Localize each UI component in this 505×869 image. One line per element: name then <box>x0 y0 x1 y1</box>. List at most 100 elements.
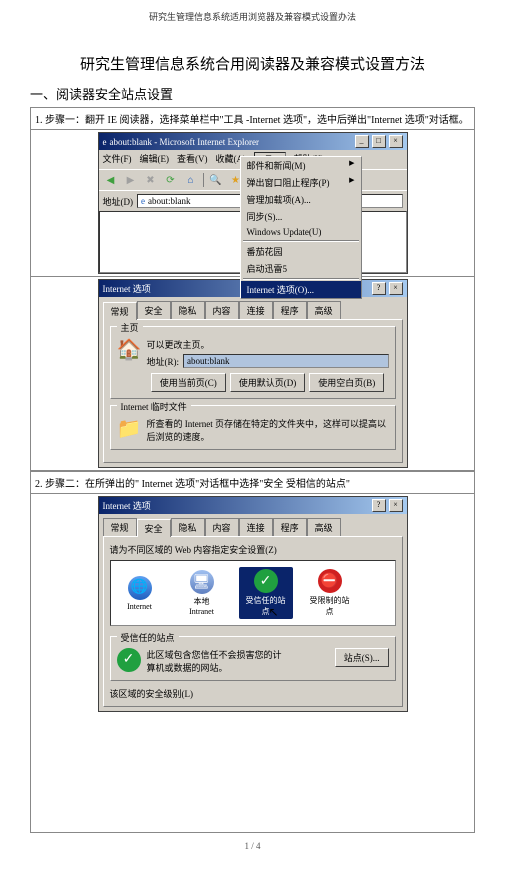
sec-help-button[interactable]: ? <box>372 499 386 512</box>
address-value: about:blank <box>148 196 191 206</box>
opt-tabs: 常规 安全 隐私 内容 连接 程序 高级 <box>99 297 407 319</box>
dd-start[interactable]: 启动迅雷5 <box>241 260 361 277</box>
ie-window: e about:blank - Microsoft Internet Explo… <box>98 132 408 274</box>
zone-list: 🌐 Internet 🖥 本地 Intranet ✓ 受信任的站 点 <box>111 561 395 625</box>
opt-body: 主页 🏠 可以更改主页。 地址(R): about:blank 使用当前 <box>103 319 403 463</box>
sec-title: Internet 选项 <box>103 499 151 512</box>
tab-privacy[interactable]: 隐私 <box>171 301 205 319</box>
menu-file[interactable]: 文件(F) <box>103 152 132 167</box>
tab-adv[interactable]: 高级 <box>307 301 341 319</box>
screenshot1: e about:blank - Microsoft Internet Explo… <box>30 130 475 277</box>
dd-wu[interactable]: Windows Update(U) <box>241 225 361 239</box>
step2-box: 2. 步骤二：在所弹出的" Internet 选项"对话框中选择"安全 受相信的… <box>30 471 475 494</box>
page-number: 1 / 4 <box>30 833 475 859</box>
zone-level-label: 该区域的安全级别(L) <box>110 687 396 700</box>
step1-box: 1. 步骤一：翻开 IE 阅读器，选择菜单栏中"工具 -Internet 选项"… <box>30 107 475 130</box>
tab-adv2[interactable]: 高级 <box>307 518 341 536</box>
sec-close-button[interactable]: × <box>389 499 403 512</box>
tab-content2[interactable]: 内容 <box>205 518 239 536</box>
ie-icon: e <box>103 137 107 147</box>
maximize-button[interactable]: □ <box>372 135 386 148</box>
trusted-icon: ✓ <box>254 569 278 593</box>
menu-view[interactable]: 查看(V) <box>177 152 208 167</box>
zone-internet-label: Internet <box>127 602 152 611</box>
step2-text: 步骤二：在所弹出的" Internet 选项"对话框中选择"安全 受相信的站点" <box>45 479 350 490</box>
home-icon[interactable]: ⌂ <box>183 172 199 188</box>
ie-titlebar: e about:blank - Microsoft Internet Explo… <box>99 133 407 150</box>
sites-button[interactable]: 站点(S)... <box>335 648 389 667</box>
ie-content: 邮件和新闻(M) 弹出窗口阻止程序(P) 管理加载项(A)... 同步(S)..… <box>99 211 407 273</box>
opt-close-button[interactable]: × <box>389 282 403 295</box>
zone-restricted-label: 受限制的站 点 <box>310 595 350 617</box>
tab-general[interactable]: 常规 <box>103 302 137 320</box>
trusted-desc: 此区域包含您信任不会损害您的计 算机或数据的网站。 <box>147 648 329 674</box>
menu-edit[interactable]: 编辑(E) <box>140 152 170 167</box>
trusted-group: 受信任的站点 ✓ 此区域包含您信任不会损害您的计 算机或数据的网站。 站点(S)… <box>110 636 396 681</box>
opt-title: Internet 选项 <box>103 282 151 295</box>
back-icon[interactable]: ◀ <box>103 172 119 188</box>
dd-popup[interactable]: 弹出窗口阻止程序(P) <box>241 174 361 191</box>
tab-content[interactable]: 内容 <box>205 301 239 319</box>
sec-titlebar: Internet 选项 ? × <box>99 497 407 514</box>
screenshot3: Internet 选项 ? × 常规 安全 隐私 内容 连接 程序 高级 请为不… <box>30 494 475 833</box>
dd-sep2 <box>243 278 359 280</box>
dd-mail[interactable]: 邮件和新闻(M) <box>241 157 361 174</box>
dd-sep1 <box>243 240 359 242</box>
home-addr-input[interactable]: about:blank <box>183 354 389 368</box>
use-current-button[interactable]: 使用当前页(C) <box>151 373 226 392</box>
tab-conn[interactable]: 连接 <box>239 301 273 319</box>
tools-dropdown: 邮件和新闻(M) 弹出窗口阻止程序(P) 管理加载项(A)... 同步(S)..… <box>240 156 362 299</box>
section-title: 一、阅读器安全站点设置 <box>30 84 475 103</box>
main-title: 研究生管理信息系统合用阅读器及兼容模式设置方法 <box>30 53 475 74</box>
stop-icon[interactable]: ✖ <box>143 172 159 188</box>
zone-intranet-label: 本地 Intranet <box>189 596 214 616</box>
zone-trusted-label: 受信任的站 点 <box>246 595 286 617</box>
tab-prog2[interactable]: 程序 <box>273 518 307 536</box>
search-icon[interactable]: 🔍 <box>208 172 224 188</box>
refresh-icon[interactable]: ⟳ <box>163 172 179 188</box>
step2-num: 2. <box>35 479 43 490</box>
zone-trusted[interactable]: ✓ 受信任的站 点 <box>239 567 293 619</box>
temp-group: Internet 临时文件 📁 所查看的 Internet 页存储在特定的文件夹… <box>110 405 396 450</box>
screenshot2: Internet 选项 ? × 常规 安全 隐私 内容 连接 程序 高级 主页 <box>30 277 475 471</box>
ie-title: about:blank - Microsoft Internet Explore… <box>110 137 259 147</box>
close-button[interactable]: × <box>389 135 403 148</box>
tab-security2[interactable]: 安全 <box>137 519 171 537</box>
step1-text: 步骤一：翻开 IE 阅读器，选择菜单栏中"工具 -Internet 选项"，选中… <box>45 115 469 126</box>
dd-bbs[interactable]: 番茄花园 <box>241 243 361 260</box>
tab-security[interactable]: 安全 <box>137 301 171 319</box>
sec-desc: 请为不同区域的 Web 内容指定安全设置(Z) <box>110 543 396 556</box>
use-blank-button[interactable]: 使用空白页(B) <box>309 373 384 392</box>
zone-internet[interactable]: 🌐 Internet <box>115 576 165 611</box>
page-header: 研究生管理信息系统适用浏览器及兼容模式设置办法 <box>30 10 475 23</box>
intranet-icon: 🖥 <box>190 570 214 594</box>
internet-icon: 🌐 <box>128 576 152 600</box>
address-label: 地址(D) <box>103 195 134 208</box>
temp-icon: 📁 <box>117 417 141 441</box>
home-desc: 可以更改主页。 <box>147 338 389 351</box>
home-group: 主页 🏠 可以更改主页。 地址(R): about:blank 使用当前 <box>110 326 396 399</box>
zone-intranet[interactable]: 🖥 本地 Intranet <box>177 570 227 616</box>
zone-restricted[interactable]: ⛔ 受限制的站 点 <box>305 569 355 617</box>
tab-privacy2[interactable]: 隐私 <box>171 518 205 536</box>
sec-tabs: 常规 安全 隐私 内容 连接 程序 高级 <box>99 514 407 536</box>
forward-icon[interactable]: ▶ <box>123 172 139 188</box>
tab-conn2[interactable]: 连接 <box>239 518 273 536</box>
temp-desc: 所查看的 Internet 页存储在特定的文件夹中，这样可以提高以后浏览的速度。 <box>147 417 389 443</box>
options-dialog: Internet 选项 ? × 常规 安全 隐私 内容 连接 程序 高级 主页 <box>98 279 408 468</box>
sec-body: 请为不同区域的 Web 内容指定安全设置(Z) 🌐 Internet 🖥 本地 … <box>103 536 403 707</box>
trusted-group-icon: ✓ <box>117 648 141 672</box>
minimize-button[interactable]: _ <box>355 135 369 148</box>
dd-inet[interactable]: Internet 选项(O)... <box>241 281 361 298</box>
dd-addon[interactable]: 管理加载项(A)... <box>241 191 361 208</box>
use-default-button[interactable]: 使用默认页(D) <box>230 373 306 392</box>
step1-num: 1. <box>35 115 43 126</box>
sec-dialog: Internet 选项 ? × 常规 安全 隐私 内容 连接 程序 高级 请为不… <box>98 496 408 712</box>
page-icon: e <box>141 196 145 206</box>
dd-sync[interactable]: 同步(S)... <box>241 208 361 225</box>
opt-help-button[interactable]: ? <box>372 282 386 295</box>
tab-general2[interactable]: 常规 <box>103 518 137 536</box>
tab-prog[interactable]: 程序 <box>273 301 307 319</box>
home-addr-label: 地址(R): <box>147 355 180 368</box>
trusted-label: 受信任的站点 <box>117 631 179 644</box>
